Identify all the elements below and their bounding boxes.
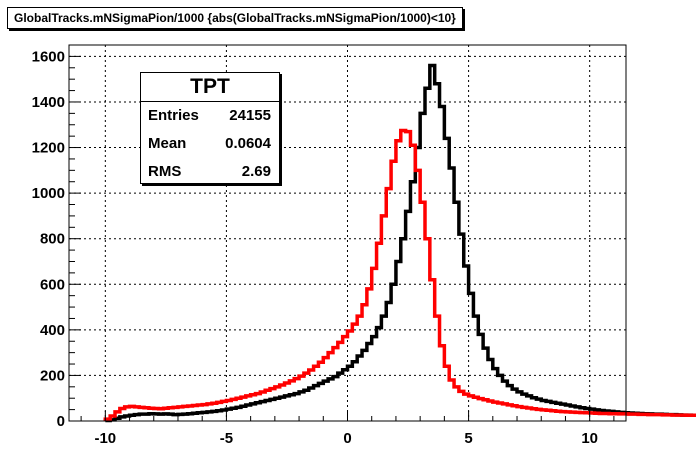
x-tick-label: 0 (343, 430, 351, 447)
stats-row-rms: RMS 2.69 (141, 158, 279, 186)
stats-value: 24155 (229, 107, 271, 124)
y-tick-label: 1600 (32, 48, 65, 65)
y-tick-label: 400 (40, 322, 65, 339)
histogram-title: GlobalTracks.mNSigmaPion/1000 {abs(Globa… (7, 7, 463, 29)
stats-label: Mean (148, 135, 187, 152)
axes: -10 -5 0 5 10 0 200 400 600 800 1000 1200 1400 1600 (32, 48, 615, 447)
stats-row-mean: Mean 0.0604 (141, 130, 279, 158)
x-tick-label: 5 (464, 430, 472, 447)
stats-value: 0.0604 (225, 135, 271, 152)
histogram-series (103, 63, 696, 423)
y-tick-label: 800 (40, 231, 65, 248)
stats-label: Entries (148, 107, 199, 124)
stats-label: RMS (148, 163, 182, 180)
y-tick-label: 200 (40, 367, 65, 384)
x-tick-label: -5 (220, 430, 233, 447)
y-tick-label: 0 (57, 413, 65, 430)
stats-box: TPT Entries 24155 Mean 0.0604 RMS 2.69 (140, 72, 280, 184)
stats-name: TPT (141, 73, 279, 102)
x-tick-label: -10 (94, 430, 116, 447)
histogram-series-line (103, 128, 696, 421)
y-tick-label: 1000 (32, 185, 65, 202)
stats-row-entries: Entries 24155 (141, 102, 279, 130)
stats-value: 2.69 (241, 163, 271, 180)
y-tick-label: 1200 (32, 140, 65, 157)
x-tick-label: 10 (581, 430, 598, 447)
y-tick-label: 1400 (32, 94, 65, 111)
y-tick-label: 600 (40, 276, 65, 293)
